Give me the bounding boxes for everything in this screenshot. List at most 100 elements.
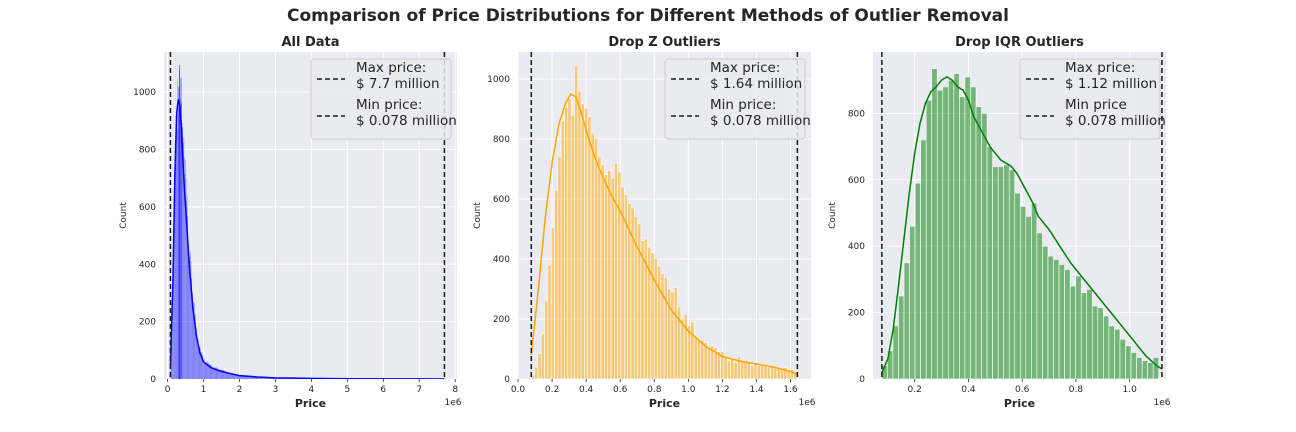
x-tick-label: 7 xyxy=(416,385,422,395)
y-tick-label: 800 xyxy=(139,146,156,156)
legend-label: $ 0.078 million xyxy=(356,113,457,129)
histogram-bar xyxy=(211,365,212,379)
histogram-bar xyxy=(212,366,214,379)
histogram-bar xyxy=(225,371,226,379)
plot-content xyxy=(169,64,445,379)
histogram-bar xyxy=(1086,289,1093,379)
x-tick-label: 2 xyxy=(237,385,243,395)
histogram-bar xyxy=(231,372,233,379)
legend: Max price:$ 7.7 million Min price:$ 0.078… xyxy=(310,58,457,140)
legend: Max price:$ 1.64 million Min price:$ 0.07… xyxy=(664,58,811,140)
histogram-bar xyxy=(213,368,215,379)
histogram-bar xyxy=(226,371,228,379)
x-tick-label: 0.6 xyxy=(613,385,628,395)
histogram-bar xyxy=(229,372,230,379)
histogram-bar xyxy=(172,275,174,379)
histogram-bar xyxy=(590,132,595,379)
histogram-bar xyxy=(179,64,181,379)
histogram-bar xyxy=(251,376,253,379)
histogram-bar xyxy=(975,106,982,379)
histogram-bar xyxy=(171,321,173,379)
histogram-bar xyxy=(258,376,259,379)
histogram-bar xyxy=(173,241,174,379)
histogram-bar xyxy=(236,374,238,379)
histogram-bar xyxy=(1075,275,1082,379)
legend-label: $ 7.7 million xyxy=(356,76,440,92)
histogram-bar xyxy=(663,276,668,379)
histogram-bar xyxy=(580,103,585,379)
histogram-bar xyxy=(1147,362,1154,379)
legend-label: Min price xyxy=(1065,97,1127,113)
histogram-bar xyxy=(217,368,218,379)
histogram-bar xyxy=(242,375,244,379)
histogram-bar xyxy=(743,362,748,379)
histogram-bar xyxy=(229,372,231,379)
histogram-bar xyxy=(1091,305,1099,379)
legend-label: $ 0.078 million xyxy=(1065,113,1166,129)
histogram-bar xyxy=(184,174,186,379)
x-axis-label: Price xyxy=(649,397,680,410)
histogram-bar xyxy=(221,369,223,379)
histogram-bar xyxy=(1031,202,1038,379)
histogram-bar xyxy=(260,377,261,379)
histogram-bar xyxy=(254,376,255,379)
y-tick-label: 200 xyxy=(848,309,865,319)
histogram-bar xyxy=(246,375,247,379)
histogram-bar xyxy=(239,375,241,379)
histogram-bar xyxy=(198,343,199,379)
histogram-bar xyxy=(172,292,173,379)
histogram-bar xyxy=(209,365,210,379)
histogram-bar xyxy=(1141,360,1148,379)
histogram-bar xyxy=(177,129,179,379)
kde-line xyxy=(169,99,445,379)
x-tick-label: 1.0 xyxy=(681,385,696,395)
histogram-bar xyxy=(220,370,222,379)
histogram-bar xyxy=(909,225,916,379)
histogram-bar xyxy=(567,98,572,379)
x-tick-label: 1 xyxy=(201,385,207,395)
histogram-bar xyxy=(959,96,966,379)
histogram-bar xyxy=(226,371,227,379)
legend-label: $ 1.64 million xyxy=(710,76,802,92)
histogram-bar xyxy=(198,346,200,379)
x-tick-label: 4 xyxy=(309,385,315,395)
histogram-bar xyxy=(187,216,189,379)
histogram-bar xyxy=(730,357,735,379)
histogram-bar xyxy=(221,369,222,379)
x-offset-label: 1e6 xyxy=(1154,398,1171,408)
histogram-bar xyxy=(174,141,176,379)
chart-title: Drop IQR Outliers xyxy=(955,35,1084,50)
histogram-bar xyxy=(241,375,243,379)
histogram-bar xyxy=(1114,328,1121,379)
chart-panel-2: 0.0 0.2 0.4 0.6 0.8 1.0 1.2 1.4 1.6 0 200 400 600 800… xyxy=(473,35,816,410)
x-tick-label: 8 xyxy=(452,385,458,395)
x-tick-label: 3 xyxy=(273,385,279,395)
histogram-bar xyxy=(1042,245,1049,379)
histogram-bar xyxy=(1130,352,1137,379)
plot-content xyxy=(530,65,798,379)
histogram-bar xyxy=(200,352,202,379)
histogram-bar xyxy=(936,89,944,379)
histogram-bar xyxy=(235,373,237,379)
histogram-bar xyxy=(206,361,208,379)
histogram-bar xyxy=(1125,345,1132,379)
histogram-bar xyxy=(547,264,552,379)
histogram-bar xyxy=(1003,164,1010,379)
histogram-bar xyxy=(925,99,933,379)
histogram-bar xyxy=(986,146,993,379)
histogram-bar xyxy=(234,374,236,379)
histogram-bar xyxy=(238,375,239,379)
histogram-bar xyxy=(726,360,731,379)
y-axis-label: Count xyxy=(473,202,483,229)
histogram-bar xyxy=(252,376,254,379)
histogram-bar xyxy=(180,77,182,379)
histogram-bar xyxy=(234,373,235,379)
histogram-bar xyxy=(213,368,214,379)
histogram-bar xyxy=(550,227,555,379)
histogram-bar xyxy=(194,302,195,379)
histogram-bar xyxy=(667,288,672,379)
histogram-bar xyxy=(219,370,220,379)
histogram-bar xyxy=(948,79,955,379)
histogram-bar xyxy=(230,373,232,379)
histogram-bar xyxy=(660,273,665,379)
